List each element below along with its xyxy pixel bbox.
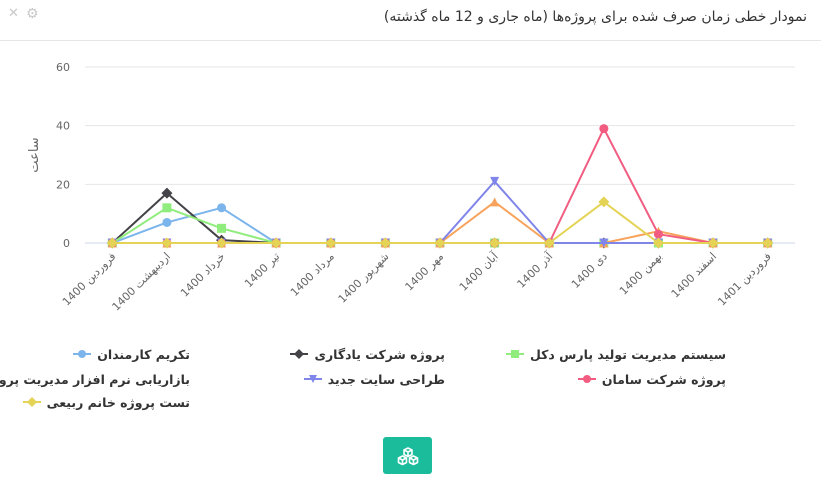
legend-item[interactable]: سیستم مدیریت تولید پارس دکل — [505, 344, 726, 364]
legend-item[interactable]: بازاریابی نرم افزار مدیریت پروژه — [0, 369, 190, 389]
x-tick-label: بهمن 1400 — [617, 250, 665, 298]
x-tick-label: شهریور 1400 — [336, 250, 392, 306]
series-line-5 — [112, 127, 768, 244]
legend-marker-icon — [22, 393, 41, 412]
data-point — [217, 223, 227, 233]
legend-item[interactable]: تکریم کارمندان — [73, 344, 190, 364]
legend-label: پروژه شرکت یادگاری — [314, 346, 445, 362]
y-tick-label: 60 — [56, 61, 70, 74]
x-tick-label: مهر 1400 — [403, 250, 447, 294]
gear-icon[interactable]: ⚙ — [26, 6, 39, 22]
legend-item[interactable]: پروژه شرکت یادگاری — [290, 344, 445, 364]
legend-label: تکریم کارمندان — [97, 346, 190, 362]
x-tick-label: خرداد 1400 — [178, 250, 228, 300]
data-point — [652, 237, 664, 249]
data-point — [379, 237, 391, 249]
cubes-icon — [397, 446, 418, 465]
legend-label: بازاریابی نرم افزار مدیریت پروژه — [0, 371, 190, 387]
close-icon[interactable]: ✕ — [8, 6, 19, 21]
x-tick-label: فروردین 1401 — [715, 250, 774, 309]
chart-header: ✕ ⚙ نمودار خطی زمان صرف شده برای پروژه‌ه… — [0, 0, 821, 41]
data-point — [106, 237, 118, 249]
data-point — [707, 237, 719, 249]
legend-marker-icon — [577, 370, 596, 389]
legend-label: طراحی سایت جدید — [327, 371, 445, 387]
chart-title: نمودار خطی زمان صرف شده برای پروژه‌ها (م… — [383, 9, 807, 25]
data-point — [543, 237, 555, 249]
y-tick-label: 20 — [56, 178, 70, 191]
legend-item[interactable]: طراحی سایت جدید — [303, 369, 445, 389]
data-point — [598, 196, 610, 208]
data-point — [270, 237, 282, 249]
data-point — [216, 237, 228, 249]
x-tick-label: اسفند 1400 — [669, 250, 720, 301]
x-tick-label: فروردین 1400 — [60, 250, 119, 309]
x-tick-label: تیر 1400 — [242, 250, 282, 290]
y-axis-label: ساعت — [27, 137, 42, 172]
y-tick-label: 0 — [63, 237, 70, 250]
data-point — [599, 238, 609, 248]
chart-options-button[interactable] — [383, 437, 432, 474]
data-point — [325, 237, 337, 249]
y-tick-label: 40 — [56, 120, 70, 133]
legend-marker-icon — [303, 370, 322, 389]
data-point — [762, 237, 774, 249]
x-tick-label: آبان 1400 — [456, 249, 501, 294]
legend-label: سیستم مدیریت تولید پارس دکل — [529, 346, 726, 362]
data-point — [653, 229, 663, 239]
x-tick-label: دی 1400 — [569, 250, 610, 291]
data-point — [490, 197, 500, 207]
data-point — [162, 217, 172, 227]
legend-label: پروژه شرکت سامان — [601, 371, 726, 387]
legend-marker-icon — [73, 345, 92, 364]
data-point — [434, 237, 446, 249]
x-tick-label: آذر 1400 — [514, 249, 556, 291]
legend-marker-icon — [290, 345, 309, 364]
data-point — [217, 203, 227, 213]
data-point — [161, 237, 173, 249]
legend-label: تست پروژه خانم ربیعی — [46, 394, 190, 410]
legend-marker-icon — [505, 345, 524, 364]
x-tick-label: مرداد 1400 — [288, 250, 337, 299]
data-point — [599, 124, 609, 134]
data-point — [490, 176, 500, 186]
x-tick-label: اردیبهشت 1400 — [110, 250, 174, 314]
data-point — [161, 187, 173, 199]
data-point — [162, 203, 172, 213]
legend-item[interactable]: پروژه شرکت سامان — [577, 369, 726, 389]
legend-item[interactable]: تست پروژه خانم ربیعی — [22, 392, 190, 412]
data-point — [489, 237, 501, 249]
